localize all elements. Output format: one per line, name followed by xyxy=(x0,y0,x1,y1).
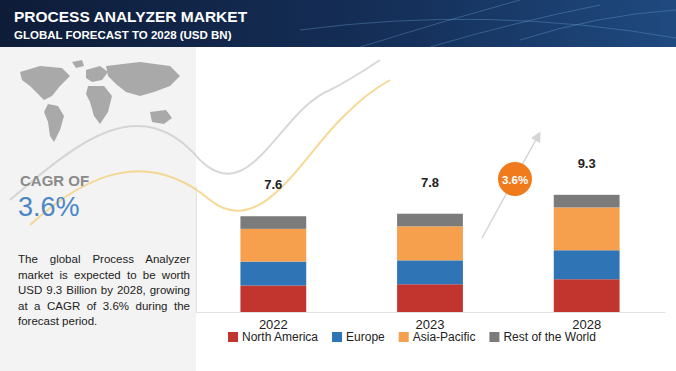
header-bg xyxy=(0,0,676,47)
legend: North America Europe Asia-Pacific Rest of t… xyxy=(228,330,596,344)
totals: 7.6 7.8 9.3 xyxy=(264,156,595,192)
bar-segment xyxy=(397,214,463,227)
map-shape xyxy=(44,104,64,142)
x-axis-line xyxy=(196,312,666,313)
annotation-arrow xyxy=(482,136,538,238)
map-shape xyxy=(106,62,180,96)
bar-segment xyxy=(554,279,620,312)
legend-item: North America xyxy=(228,330,318,344)
annotation: 3.6% xyxy=(482,136,538,238)
bar-segment xyxy=(397,260,463,284)
total-label: 7.8 xyxy=(421,175,439,190)
total-label: 9.3 xyxy=(578,156,596,171)
subtitle: GLOBAL FORECAST TO 2028 (USD BN) xyxy=(14,29,232,41)
world-map xyxy=(20,60,180,142)
description: The global Process Analyzer market is ex… xyxy=(18,252,190,330)
bar-segment xyxy=(240,216,306,229)
legend-label: Europe xyxy=(346,330,385,344)
header-line xyxy=(300,19,676,38)
map-shape xyxy=(86,86,112,124)
legend-item: Europe xyxy=(332,330,385,344)
legend-item: Rest of the World xyxy=(489,330,595,344)
y-axis-line xyxy=(196,187,197,313)
cagr-value: 3.6% xyxy=(18,192,80,222)
bar-segment xyxy=(240,229,306,262)
y-axis xyxy=(196,187,197,313)
legend-label: North America xyxy=(242,330,318,344)
legend-swatch xyxy=(332,332,342,342)
bar-segment xyxy=(397,226,463,260)
header-decoration xyxy=(300,0,676,47)
annotation-text: 3.6% xyxy=(502,174,528,186)
bar-segment xyxy=(554,250,620,279)
background xyxy=(0,0,676,371)
swoosh xyxy=(10,60,390,225)
annotation-circle xyxy=(498,162,532,196)
swoosh-yellow xyxy=(30,80,390,225)
legend-swatch xyxy=(489,332,499,342)
legend-label: Rest of the World xyxy=(503,330,595,344)
legend-item: Asia-Pacific xyxy=(399,330,476,344)
map-shape xyxy=(86,66,108,82)
bar-segment xyxy=(554,195,620,208)
legend-swatch xyxy=(399,332,409,342)
chart-root: PROCESS ANALYZER MARKET GLOBAL FORECAST T… xyxy=(0,0,676,371)
total-label: 7.6 xyxy=(264,177,282,192)
bar-segment xyxy=(240,286,306,312)
bar-segment xyxy=(240,262,306,286)
legend-swatch xyxy=(228,332,238,342)
map-shape xyxy=(150,110,172,124)
map-shape xyxy=(72,60,84,68)
cagr-label: CAGR OF xyxy=(20,172,89,189)
bar-segment xyxy=(397,284,463,312)
swoosh-grey xyxy=(10,60,380,200)
title: PROCESS ANALYZER MARKET xyxy=(14,8,248,25)
header-line xyxy=(520,10,676,40)
bars xyxy=(240,195,619,312)
legend-label: Asia-Pacific xyxy=(413,330,476,344)
side-panel-bg xyxy=(0,47,196,371)
bar-segment xyxy=(554,207,620,250)
header-line xyxy=(360,0,520,47)
header-line xyxy=(430,5,600,47)
map-shape xyxy=(20,66,70,100)
